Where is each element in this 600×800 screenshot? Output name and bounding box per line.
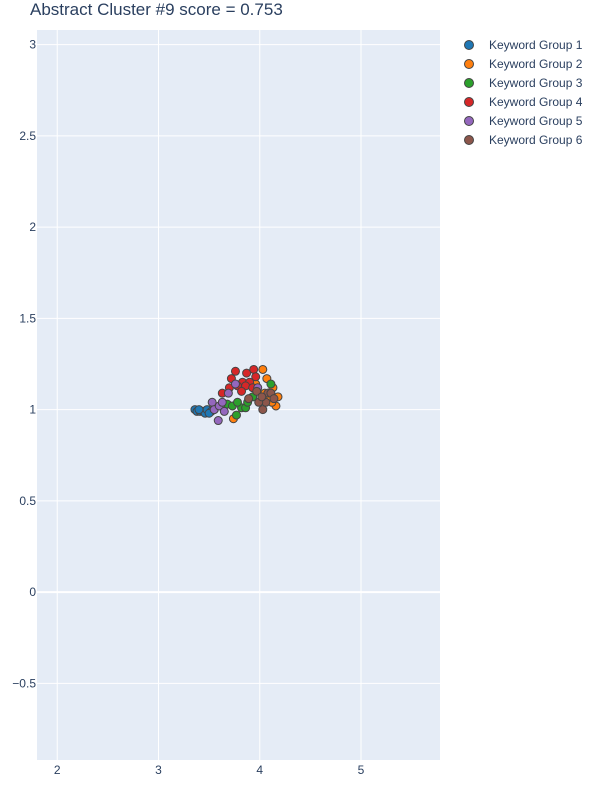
x-tick-label: 2	[54, 763, 61, 777]
legend-label: Keyword Group 4	[489, 95, 583, 109]
data-point	[232, 397, 242, 407]
plot-background	[37, 30, 440, 760]
data-point	[252, 386, 262, 396]
x-tick-label: 5	[358, 763, 365, 777]
y-tick-label: 0.5	[19, 494, 36, 508]
grid-lines	[37, 30, 440, 760]
data-point	[249, 364, 259, 374]
legend-label: Keyword Group 5	[489, 114, 583, 128]
y-tick-label: 1.5	[19, 311, 36, 325]
data-point	[269, 394, 279, 404]
y-tick-label: 2	[29, 220, 36, 234]
data-point	[219, 406, 229, 416]
data-point	[266, 379, 276, 389]
data-point	[230, 379, 240, 389]
data-point	[258, 405, 268, 415]
legend-item[interactable]: Keyword Group 1	[464, 38, 583, 52]
legend-label: Keyword Group 3	[489, 76, 583, 90]
legend-item[interactable]: Keyword Group 3	[464, 76, 583, 90]
y-tick-label: −0.5	[12, 676, 36, 690]
data-point	[257, 392, 267, 402]
data-point	[244, 394, 254, 404]
x-tick-label: 4	[256, 763, 263, 777]
y-tick-label: 1	[29, 403, 36, 417]
legend-label: Keyword Group 1	[489, 38, 583, 52]
y-tick-label: 0	[29, 585, 36, 599]
axis-tick-labels: 2 3 4 5 −0.5 0 0.5 1 1.5 2 2.5 3	[12, 38, 364, 777]
data-point	[223, 388, 233, 398]
data-point	[242, 368, 252, 378]
legend-item[interactable]: Keyword Group 5	[464, 114, 583, 128]
data-point	[213, 416, 223, 426]
legend-marker	[464, 59, 474, 69]
legend-marker	[464, 135, 474, 145]
data-point	[230, 366, 240, 376]
legend-item[interactable]: Keyword Group 6	[464, 133, 583, 147]
legend-marker	[464, 116, 474, 126]
x-tick-label: 3	[155, 763, 162, 777]
y-tick-label: 3	[29, 38, 36, 52]
legend-item[interactable]: Keyword Group 2	[464, 57, 583, 71]
data-point	[258, 364, 268, 374]
data-point	[231, 410, 241, 420]
data-points	[190, 364, 283, 426]
data-point	[237, 386, 247, 396]
legend-marker	[464, 78, 474, 88]
data-point	[217, 397, 227, 407]
legend[interactable]: Keyword Group 1 Keyword Group 2 Keyword Gr…	[464, 38, 583, 147]
chart-title: Abstract Cluster #9 score = 0.753	[30, 0, 283, 19]
legend-label: Keyword Group 6	[489, 133, 583, 147]
legend-label: Keyword Group 2	[489, 57, 583, 71]
legend-marker	[464, 40, 474, 50]
legend-marker	[464, 97, 474, 107]
data-point	[251, 372, 261, 382]
y-tick-label: 2.5	[19, 129, 36, 143]
legend-item[interactable]: Keyword Group 4	[464, 95, 583, 109]
data-point	[194, 405, 204, 415]
